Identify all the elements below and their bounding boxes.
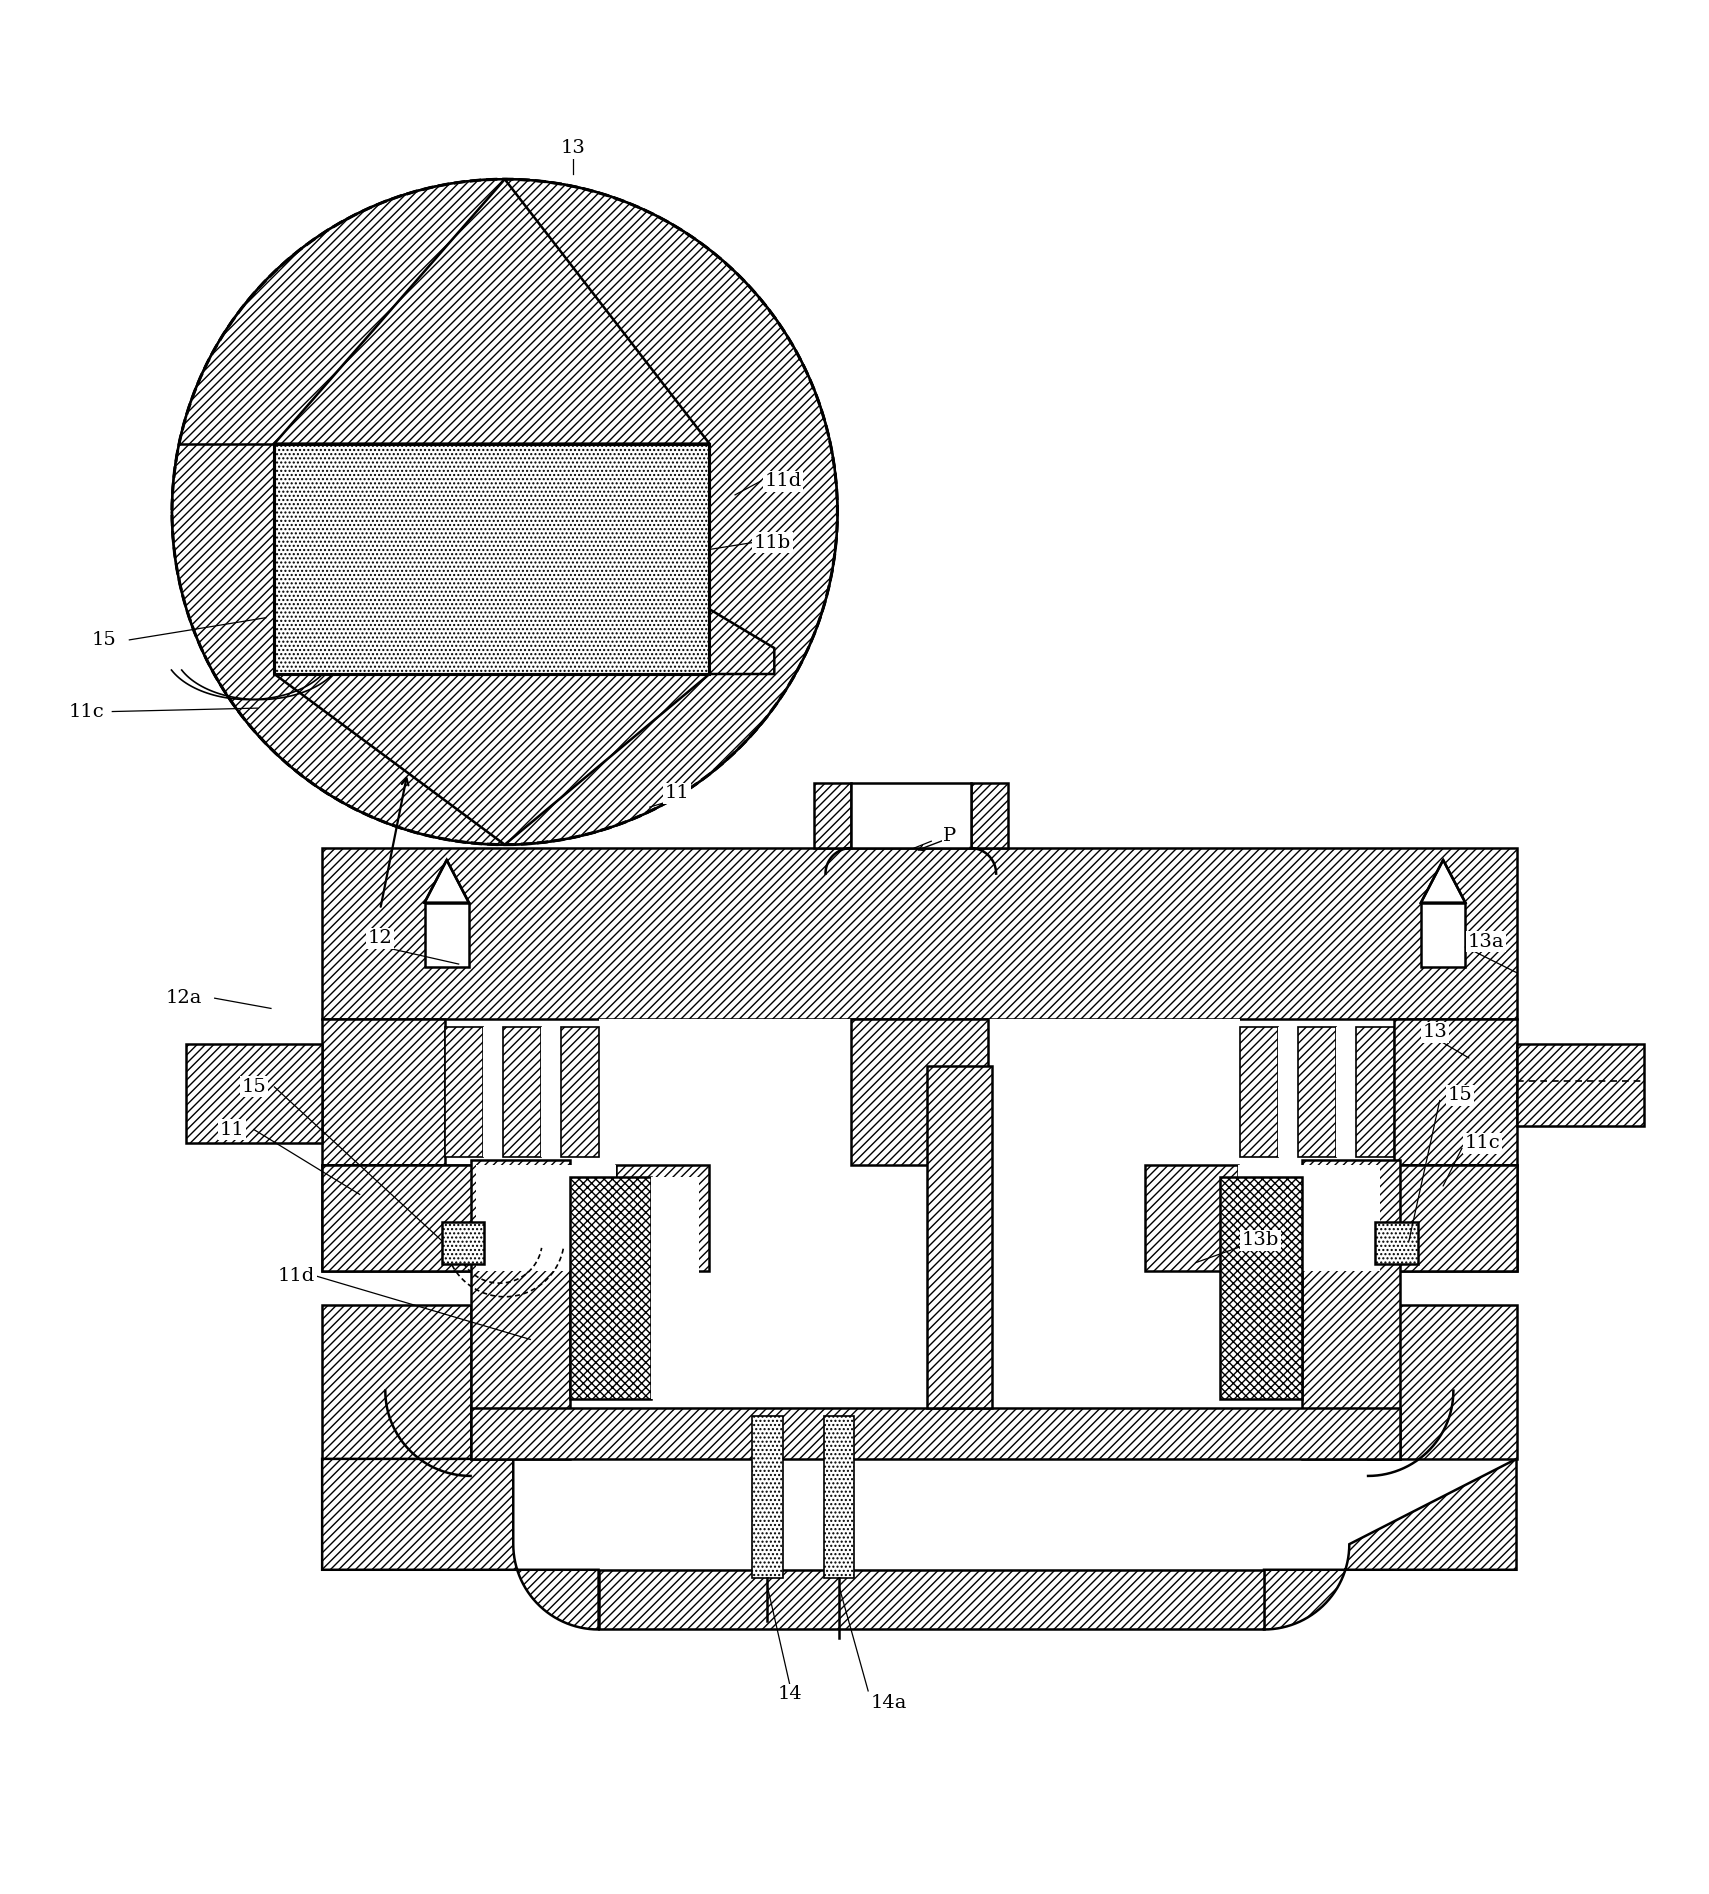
Bar	[275, 443, 709, 674]
Bar	[1369, 1305, 1516, 1458]
Bar	[475, 1165, 615, 1271]
Bar	[651, 1178, 699, 1400]
Bar	[323, 849, 1516, 1019]
Bar	[444, 1027, 482, 1157]
Bar	[813, 784, 851, 849]
Bar	[1357, 1027, 1393, 1157]
Bar	[1420, 903, 1465, 968]
Text: 15: 15	[1448, 1087, 1473, 1104]
Bar	[275, 443, 709, 674]
Bar	[1220, 1178, 1302, 1400]
Text: 15: 15	[91, 631, 116, 650]
Bar	[1393, 1019, 1516, 1165]
Bar	[502, 1027, 540, 1157]
Text: 12a: 12a	[166, 989, 202, 1008]
Bar	[470, 1161, 569, 1458]
Polygon shape	[504, 180, 837, 845]
Bar	[926, 1066, 991, 1407]
Text: 13b: 13b	[1242, 1231, 1280, 1250]
Bar	[323, 1165, 475, 1271]
Text: 11d: 11d	[764, 472, 802, 491]
Polygon shape	[173, 180, 837, 511]
Bar	[441, 1222, 484, 1265]
Bar	[1516, 1044, 1644, 1127]
Bar	[1379, 1165, 1516, 1271]
Bar	[323, 1305, 470, 1458]
Polygon shape	[424, 860, 468, 903]
Polygon shape	[1265, 1458, 1516, 1629]
Text: 11b: 11b	[754, 534, 791, 551]
Bar	[470, 1407, 1400, 1458]
Text: 11c: 11c	[68, 703, 104, 720]
Text: P: P	[943, 828, 957, 845]
Text: 13: 13	[1422, 1023, 1448, 1042]
Bar	[569, 1178, 651, 1400]
Bar	[323, 1019, 444, 1165]
Bar	[186, 1044, 323, 1144]
Bar	[752, 1417, 783, 1578]
Bar	[1379, 1165, 1516, 1271]
Text: 14: 14	[778, 1686, 802, 1703]
Text: 11: 11	[219, 1121, 244, 1138]
Text: 11d: 11d	[279, 1267, 314, 1286]
Text: 13: 13	[561, 140, 586, 157]
Bar	[1299, 1027, 1336, 1157]
Bar	[1239, 1165, 1379, 1271]
Polygon shape	[173, 511, 837, 845]
Bar	[598, 1019, 1241, 1165]
Text: 12: 12	[367, 930, 393, 947]
Text: 14a: 14a	[870, 1693, 907, 1712]
Bar	[1336, 1027, 1357, 1157]
Text: 11c: 11c	[1465, 1135, 1501, 1152]
Text: 13a: 13a	[1468, 934, 1504, 951]
Bar	[699, 1178, 1220, 1400]
Bar	[851, 784, 971, 849]
Bar	[561, 1027, 598, 1157]
Polygon shape	[323, 1458, 598, 1629]
Bar	[323, 1165, 475, 1271]
Polygon shape	[709, 610, 774, 674]
Bar	[482, 1027, 502, 1157]
Bar	[971, 784, 1008, 849]
Bar	[1145, 1165, 1239, 1271]
Polygon shape	[173, 180, 504, 845]
Bar	[598, 1570, 1265, 1629]
Bar	[615, 1165, 709, 1271]
Bar	[1241, 1027, 1278, 1157]
Bar	[1302, 1161, 1400, 1458]
Bar	[1376, 1222, 1417, 1265]
Bar	[824, 1417, 854, 1578]
Bar	[851, 1019, 988, 1165]
Polygon shape	[1420, 860, 1465, 903]
Circle shape	[173, 180, 837, 845]
Bar	[424, 903, 468, 968]
Text: 15: 15	[241, 1078, 267, 1097]
Text: 11: 11	[665, 784, 689, 803]
Bar	[1278, 1027, 1299, 1157]
Bar	[540, 1027, 561, 1157]
